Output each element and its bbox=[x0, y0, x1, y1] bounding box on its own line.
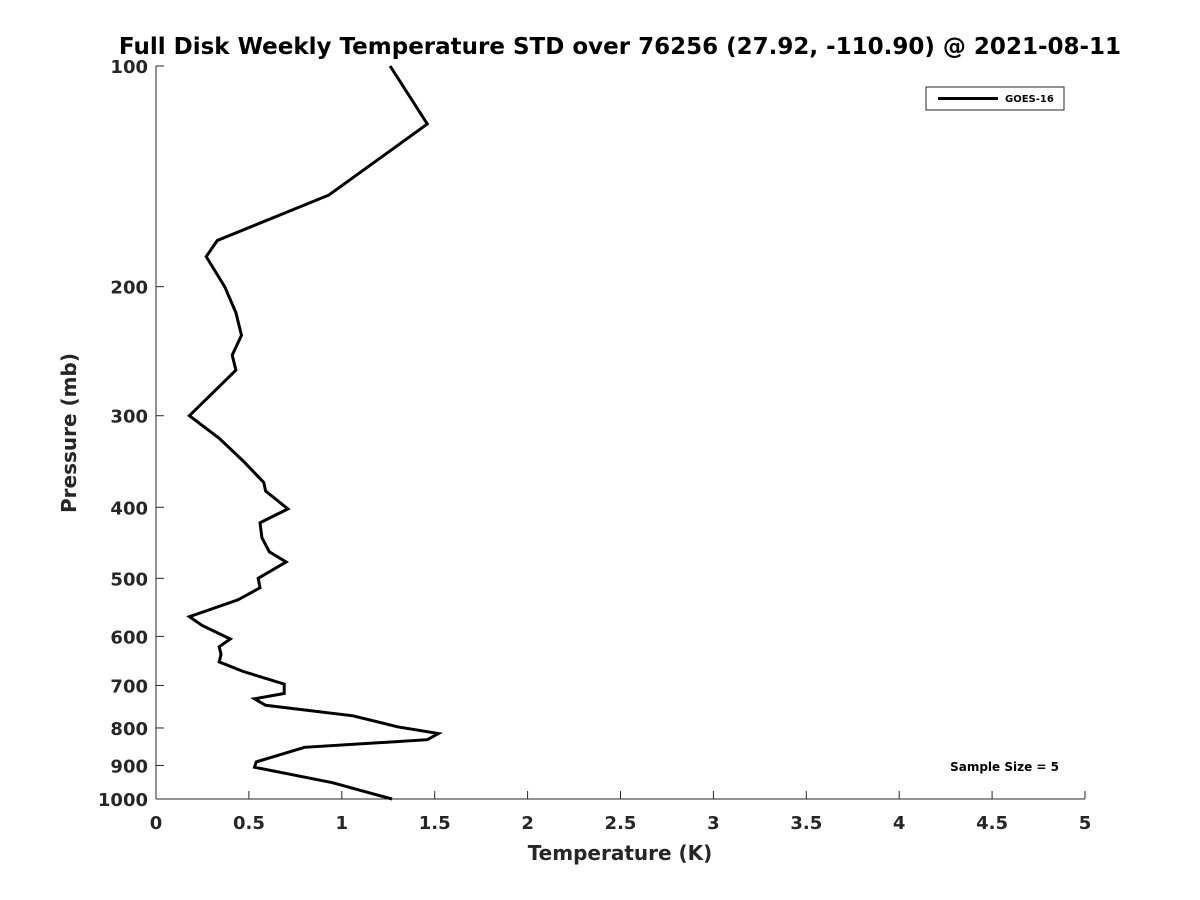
x-tick-label: 2 bbox=[521, 813, 534, 834]
y-tick-label: 300 bbox=[110, 407, 148, 428]
y-tick-label: 400 bbox=[110, 498, 148, 519]
x-axis-label: Temperature (K) bbox=[528, 841, 713, 865]
y-tick-label: 500 bbox=[110, 569, 148, 590]
x-tick-label: 1 bbox=[336, 813, 349, 834]
plot-area: 0 0.5 1 1.5 2 2.5 3 3.5 4 4.5 5 100 200 300 400 500 600 7… bbox=[98, 57, 1091, 834]
y-tick-label: 800 bbox=[110, 719, 148, 740]
y-tick-label: 700 bbox=[110, 676, 148, 697]
y-tick-label: 200 bbox=[110, 278, 148, 299]
x-tick-label: 4.5 bbox=[976, 813, 1008, 834]
chart-title: Full Disk Weekly Temperature STD over 76… bbox=[119, 34, 1121, 60]
y-axis-label: Pressure (mb) bbox=[57, 353, 81, 513]
x-tick-label: 1.5 bbox=[419, 813, 451, 834]
x-tick-label: 4 bbox=[893, 813, 906, 834]
x-tick-label: 3 bbox=[707, 813, 720, 834]
x-tick-label: 3.5 bbox=[790, 813, 822, 834]
x-tick-label: 0 bbox=[150, 813, 163, 834]
y-tick-label: 1000 bbox=[98, 790, 148, 811]
x-tick-label: 2.5 bbox=[605, 813, 637, 834]
x-tick-label: 0.5 bbox=[233, 813, 265, 834]
y-tick-label: 100 bbox=[110, 57, 148, 78]
sample-size-annotation: Sample Size = 5 bbox=[950, 760, 1059, 774]
legend-label: GOES-16 bbox=[1005, 94, 1054, 105]
y-tick-label: 600 bbox=[110, 627, 148, 648]
series-line-goes-16 bbox=[186, 65, 443, 801]
legend: GOES-16 bbox=[925, 86, 1065, 111]
y-tick-label: 900 bbox=[110, 756, 148, 777]
x-tick-label: 5 bbox=[1079, 813, 1092, 834]
